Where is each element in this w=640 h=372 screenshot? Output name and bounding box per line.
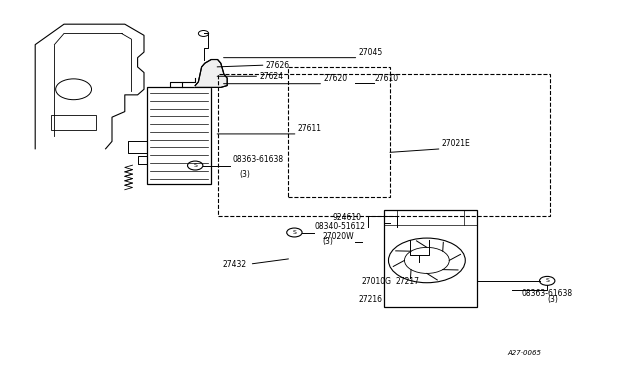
Text: 08340-51612: 08340-51612 <box>315 222 366 231</box>
Text: 08363-61638: 08363-61638 <box>522 289 573 298</box>
Bar <box>218 74 550 216</box>
Text: 27610: 27610 <box>374 74 399 83</box>
Text: 27624: 27624 <box>259 72 284 81</box>
Bar <box>147 87 211 184</box>
Text: 27045: 27045 <box>358 48 383 57</box>
Text: 27020W: 27020W <box>323 232 355 241</box>
Text: A27·0065: A27·0065 <box>508 350 542 356</box>
Bar <box>51 115 96 130</box>
Text: 27626: 27626 <box>266 61 290 70</box>
Polygon shape <box>195 60 227 87</box>
Text: 27216: 27216 <box>358 295 383 304</box>
Text: 27620: 27620 <box>323 74 348 83</box>
Text: 27432: 27432 <box>223 260 247 269</box>
Text: 27021E: 27021E <box>442 139 470 148</box>
Bar <box>384 210 477 307</box>
Text: (3): (3) <box>322 237 333 246</box>
Text: 27611: 27611 <box>298 124 322 133</box>
Text: S: S <box>292 230 296 235</box>
Bar <box>288 67 390 197</box>
Text: S: S <box>193 163 197 168</box>
Text: 27217: 27217 <box>396 278 420 286</box>
Text: (3): (3) <box>239 170 250 179</box>
Text: (3): (3) <box>547 295 557 304</box>
Text: 08363-61638: 08363-61638 <box>232 155 284 164</box>
Text: 27010G: 27010G <box>362 278 392 286</box>
Text: 924610: 924610 <box>333 214 362 222</box>
Text: S: S <box>545 278 549 283</box>
